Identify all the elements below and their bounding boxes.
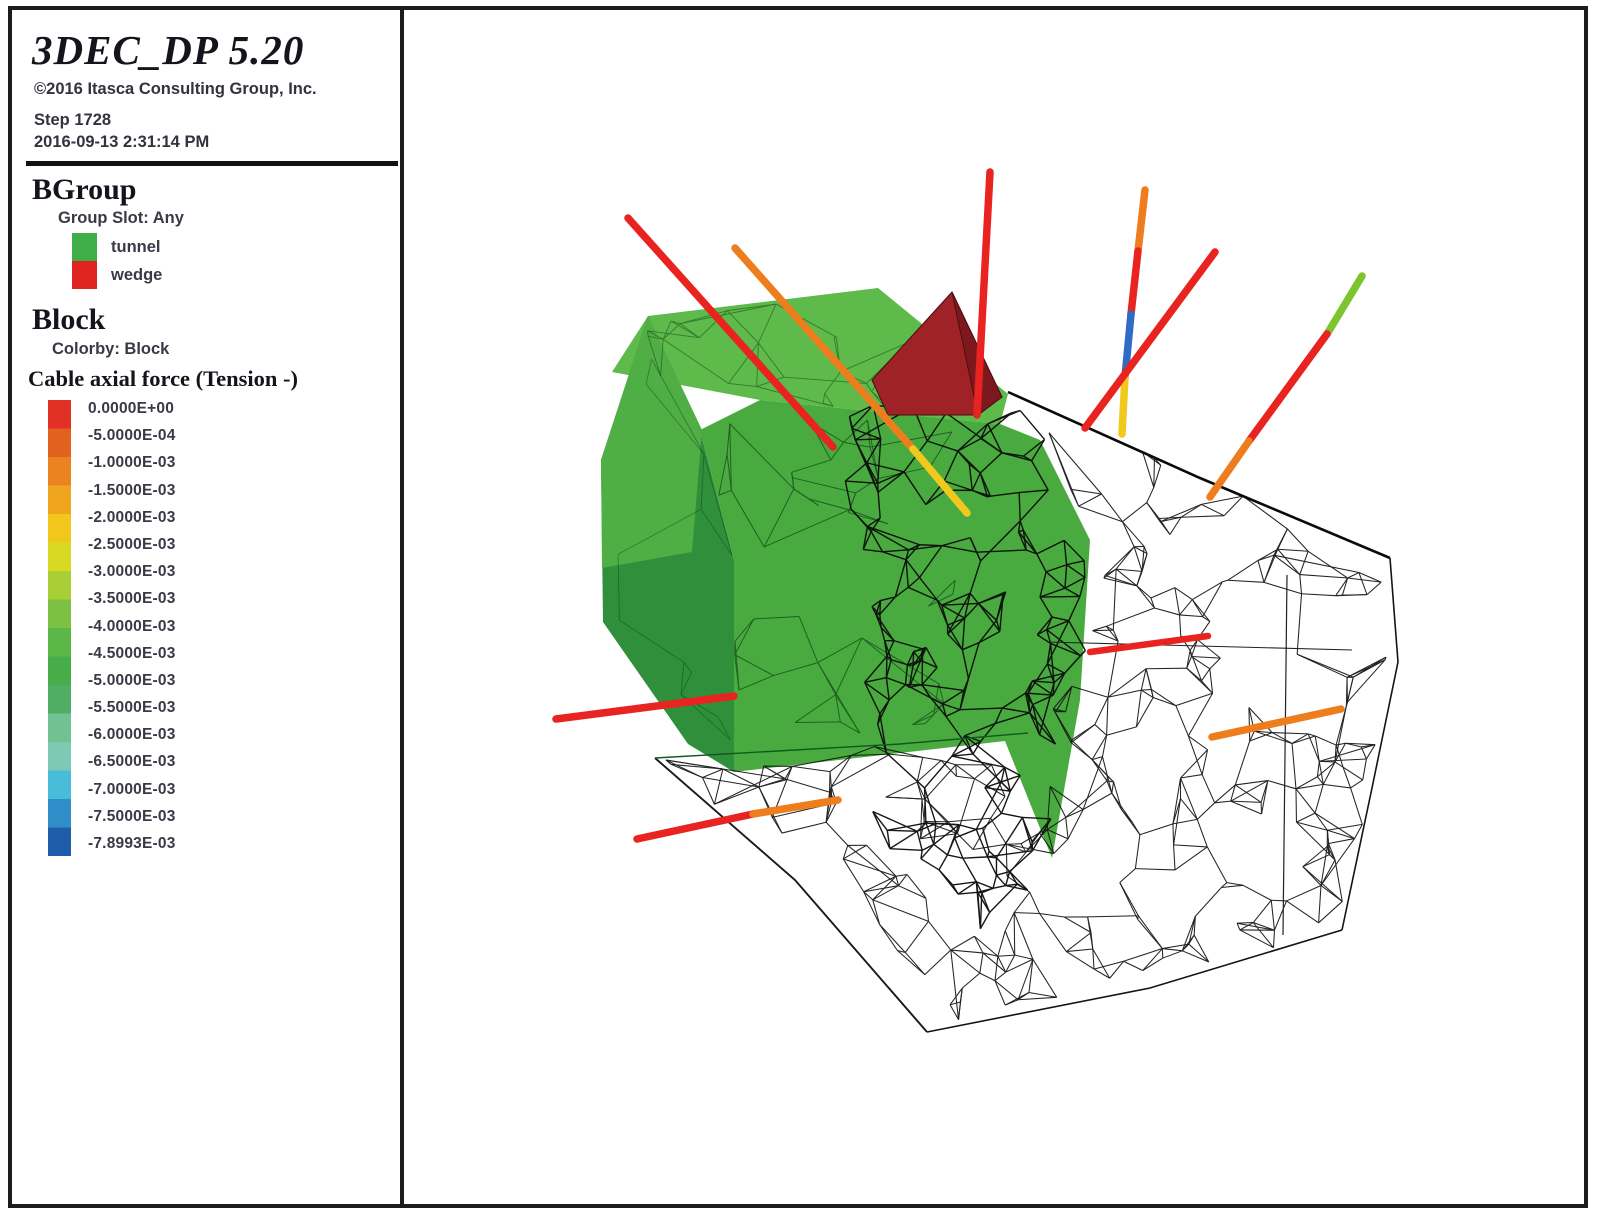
cable-legend-value: -5.0000E-04 — [88, 427, 176, 445]
model-3d-scene[interactable] — [404, 10, 1584, 1204]
bgroup-legend: tunnel wedge — [72, 233, 162, 289]
legend-swatch — [72, 261, 97, 289]
mesh-edge-line — [654, 757, 928, 1033]
cable-force-values: 0.0000E+00 -5.0000E-04 -1.0000E-03 -1.5000E… — [88, 395, 176, 857]
cable-8 — [633, 796, 842, 843]
cable-7 — [552, 692, 738, 723]
cable-7-segment — [552, 692, 738, 723]
cable-legend-value: -7.5000E-03 — [88, 807, 176, 825]
legend-swatch — [72, 233, 97, 261]
cable-legend-value: -5.5000E-03 — [88, 699, 176, 717]
group-slot-label: Group Slot: Any — [58, 209, 184, 227]
cable-8-segment — [633, 810, 757, 843]
cable-5-segment — [1081, 248, 1219, 432]
mesh-edge-line — [1341, 557, 1399, 931]
cable-4 — [1118, 186, 1149, 438]
bgroup-heading: BGroup — [32, 173, 137, 206]
legend-row: tunnel — [72, 233, 162, 261]
cable-legend-value: 0.0000E+00 — [88, 400, 175, 417]
mesh-edge-line — [1007, 390, 1391, 560]
model-viewport[interactable] — [400, 6, 1588, 1208]
cable-legend-value: -2.5000E-03 — [88, 535, 176, 553]
copyright-text: ©2016 Itasca Consulting Group, Inc. — [34, 80, 317, 98]
cable-legend-value: -6.5000E-03 — [88, 753, 176, 771]
cable-6-segment — [1245, 330, 1331, 445]
block-heading: Block — [32, 303, 106, 336]
mesh-over-tunnel — [844, 402, 1086, 929]
mesh-edge-line — [654, 732, 1029, 759]
cable-5 — [1081, 248, 1219, 432]
legend-row: wedge — [72, 261, 162, 289]
cable-10-segment — [1208, 705, 1345, 741]
cable-legend-heading: Cable axial force (Tension -) — [28, 366, 298, 391]
mesh-edge-line — [1282, 574, 1288, 936]
cable-4-segment — [1127, 247, 1142, 318]
mesh-edge-line — [1047, 641, 1353, 651]
cable-10 — [1208, 705, 1345, 741]
cable-legend-value: -4.0000E-03 — [88, 617, 176, 635]
cable-legend-value: -2.0000E-03 — [88, 508, 176, 526]
app-title: 3DEC_DP 5.20 — [32, 27, 305, 73]
legend-panel: 3DEC_DP 5.20 ©2016 Itasca Consulting Gro… — [8, 6, 404, 1208]
cable-legend-value: -4.5000E-03 — [88, 644, 176, 662]
cable-6 — [1206, 272, 1366, 501]
cable-3 — [973, 168, 994, 419]
cable-legend-value: -6.0000E-03 — [88, 726, 176, 744]
cable-1-segment — [624, 214, 837, 451]
cable-4-segment — [1134, 186, 1149, 255]
cable-4-segment — [1118, 373, 1129, 438]
cable-2 — [731, 244, 971, 517]
divider-rule — [26, 161, 398, 166]
tunnel-end-cap-upper — [601, 316, 702, 568]
cable-2-segment — [731, 244, 917, 453]
tunnel-front-face — [700, 400, 1090, 858]
legend-label: tunnel — [111, 237, 161, 256]
cable-9-segment — [1086, 632, 1212, 656]
cable-legend-value: -1.0000E-03 — [88, 454, 176, 472]
cable-2-segment — [909, 445, 971, 517]
legend-label: wedge — [111, 265, 163, 284]
cable-legend-value: -3.5000E-03 — [88, 590, 176, 608]
cable-6-segment — [1323, 272, 1366, 338]
cable-legend-value: -5.0000E-03 — [88, 671, 176, 689]
facets-cap — [617, 358, 733, 741]
cable-legend-value: -7.8993E-03 — [88, 835, 176, 852]
cable-9 — [1086, 632, 1212, 656]
step-counter: Step 1728 — [34, 111, 112, 129]
cable-8-segment — [749, 796, 842, 818]
cable-legend-value: -1.5000E-03 — [88, 481, 176, 499]
cable-legend-value: -3.0000E-03 — [88, 563, 176, 581]
mesh-edge-line — [926, 929, 1343, 1033]
cable-legend-value: -7.0000E-03 — [88, 780, 176, 798]
cable-1 — [624, 214, 837, 451]
cable-3-segment — [973, 168, 994, 419]
colorby-label: Colorby: Block — [52, 340, 170, 358]
cable-6-segment — [1206, 437, 1253, 501]
cable-force-colorbar — [48, 400, 71, 856]
timestamp: 2016-09-13 2:31:14 PM — [34, 133, 210, 151]
